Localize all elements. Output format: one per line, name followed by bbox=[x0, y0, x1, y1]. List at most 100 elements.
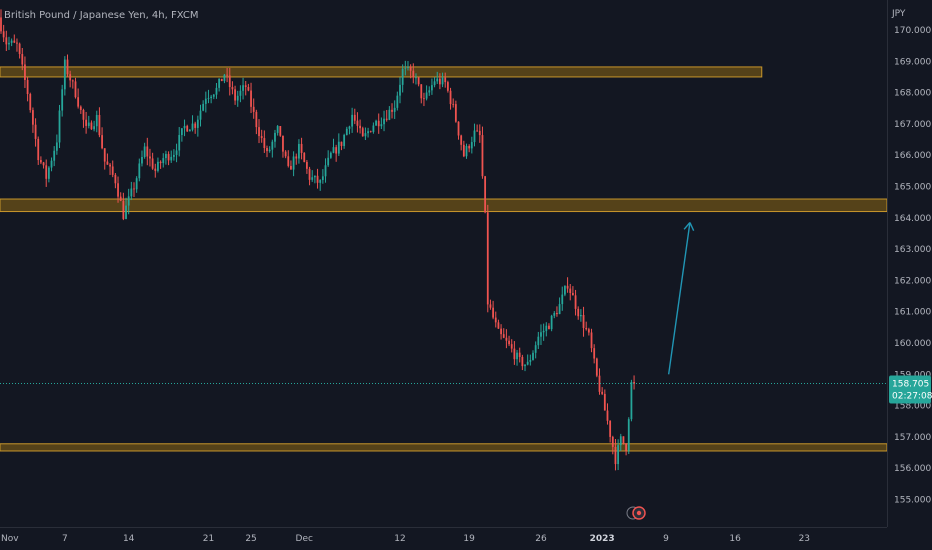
candle-body bbox=[287, 156, 290, 166]
candle-body bbox=[87, 122, 90, 126]
candle-body bbox=[117, 183, 119, 197]
candle-body bbox=[449, 90, 452, 105]
projection-arrow[interactable] bbox=[667, 222, 695, 375]
candle-body bbox=[50, 160, 53, 168]
candle-body bbox=[42, 162, 45, 166]
candle-body bbox=[16, 42, 18, 44]
candle-body bbox=[409, 67, 412, 71]
candle-body bbox=[175, 150, 178, 155]
candle-body bbox=[412, 70, 415, 78]
candle-body bbox=[327, 157, 330, 166]
support-resistance-zone-3[interactable] bbox=[0, 443, 888, 452]
time-tick-label: 2023 bbox=[590, 534, 615, 544]
candle-body bbox=[61, 89, 64, 111]
candle-body bbox=[470, 142, 473, 149]
candle-body bbox=[274, 132, 276, 142]
candle-body bbox=[473, 130, 476, 143]
candle-body bbox=[396, 95, 399, 108]
candle-body bbox=[399, 84, 401, 96]
candle-body bbox=[2, 31, 5, 38]
price-tick-label: 155.000 bbox=[894, 496, 931, 506]
time-axis[interactable]: Nov 7 14 21 25 Dec 12 19 26 2023 9 16 23 bbox=[0, 527, 887, 545]
time-tick-label: 25 bbox=[245, 534, 256, 544]
candle-body bbox=[415, 77, 417, 79]
candle-body bbox=[215, 87, 218, 95]
candle-body bbox=[316, 175, 319, 183]
candle-body bbox=[492, 307, 494, 318]
time-tick-label: 26 bbox=[535, 534, 547, 544]
candle-body bbox=[271, 141, 274, 150]
candle-body bbox=[486, 212, 489, 305]
candle-body bbox=[550, 315, 553, 330]
candle-body bbox=[252, 106, 255, 112]
price-tick-label: 170.000 bbox=[894, 26, 931, 36]
candle-body bbox=[444, 77, 447, 83]
time-tick-label: 23 bbox=[799, 534, 810, 544]
candle-body bbox=[263, 138, 266, 148]
price-tick-label: 157.000 bbox=[894, 433, 931, 443]
candle-body bbox=[292, 156, 295, 170]
candle-body bbox=[391, 109, 393, 112]
candle-body bbox=[494, 317, 497, 323]
candle-body bbox=[5, 37, 8, 45]
candle-body bbox=[165, 153, 167, 159]
candle-body bbox=[170, 156, 173, 161]
candle-body bbox=[114, 174, 117, 184]
candle-body bbox=[542, 330, 545, 333]
candle-body bbox=[95, 114, 98, 127]
candle-body bbox=[220, 78, 223, 82]
candle-body bbox=[191, 123, 194, 130]
support-resistance-zone-2[interactable] bbox=[0, 198, 888, 213]
candle-body bbox=[446, 82, 449, 91]
candle-body bbox=[452, 104, 455, 105]
time-tick-label: 21 bbox=[203, 534, 214, 544]
candle-body bbox=[157, 161, 159, 171]
candle-body bbox=[561, 294, 564, 305]
candle-body bbox=[101, 135, 103, 149]
candle-body bbox=[401, 68, 404, 85]
candle-body bbox=[133, 188, 135, 190]
candle-body bbox=[239, 90, 242, 96]
candle-body bbox=[436, 78, 439, 82]
candle-body bbox=[627, 419, 630, 451]
candle-body bbox=[244, 85, 247, 88]
candle-body bbox=[268, 149, 271, 152]
candle-body bbox=[345, 128, 348, 135]
time-tick-label: Nov bbox=[1, 534, 19, 544]
candle-body bbox=[282, 135, 284, 152]
candle-body bbox=[359, 125, 361, 129]
candle-body bbox=[141, 156, 143, 164]
support-resistance-zone-1[interactable] bbox=[0, 66, 763, 78]
event-markers[interactable] bbox=[626, 506, 646, 520]
candle-body bbox=[510, 344, 513, 349]
candle-body bbox=[34, 124, 37, 139]
candle-body bbox=[603, 393, 606, 411]
candle-body bbox=[125, 205, 127, 219]
candle-body bbox=[332, 147, 335, 153]
arrow-shaft bbox=[667, 222, 691, 375]
candle-body bbox=[340, 141, 343, 146]
candle-body bbox=[143, 146, 146, 157]
candle-body bbox=[428, 90, 431, 93]
candle-body bbox=[564, 285, 566, 295]
candle-body bbox=[348, 126, 351, 129]
candle-body bbox=[505, 337, 508, 341]
candle-body bbox=[516, 352, 518, 360]
candle-body bbox=[138, 163, 141, 179]
candle-body bbox=[420, 84, 423, 99]
candle-body bbox=[375, 120, 377, 126]
candle-body bbox=[300, 143, 303, 153]
candle-body bbox=[53, 150, 56, 161]
candle-body bbox=[513, 348, 516, 360]
candle-body bbox=[130, 188, 133, 197]
candle-body bbox=[540, 332, 542, 337]
candle-body bbox=[228, 75, 231, 88]
candle-body bbox=[8, 42, 10, 45]
candle-body bbox=[212, 94, 215, 97]
time-tick-label: 19 bbox=[463, 534, 475, 544]
candle-body bbox=[149, 156, 151, 159]
candle-body bbox=[79, 106, 82, 110]
price-axis[interactable]: 155.000 156.000 157.000 158.000 159.000 160.0… bbox=[887, 0, 932, 527]
candle-body bbox=[298, 143, 300, 159]
